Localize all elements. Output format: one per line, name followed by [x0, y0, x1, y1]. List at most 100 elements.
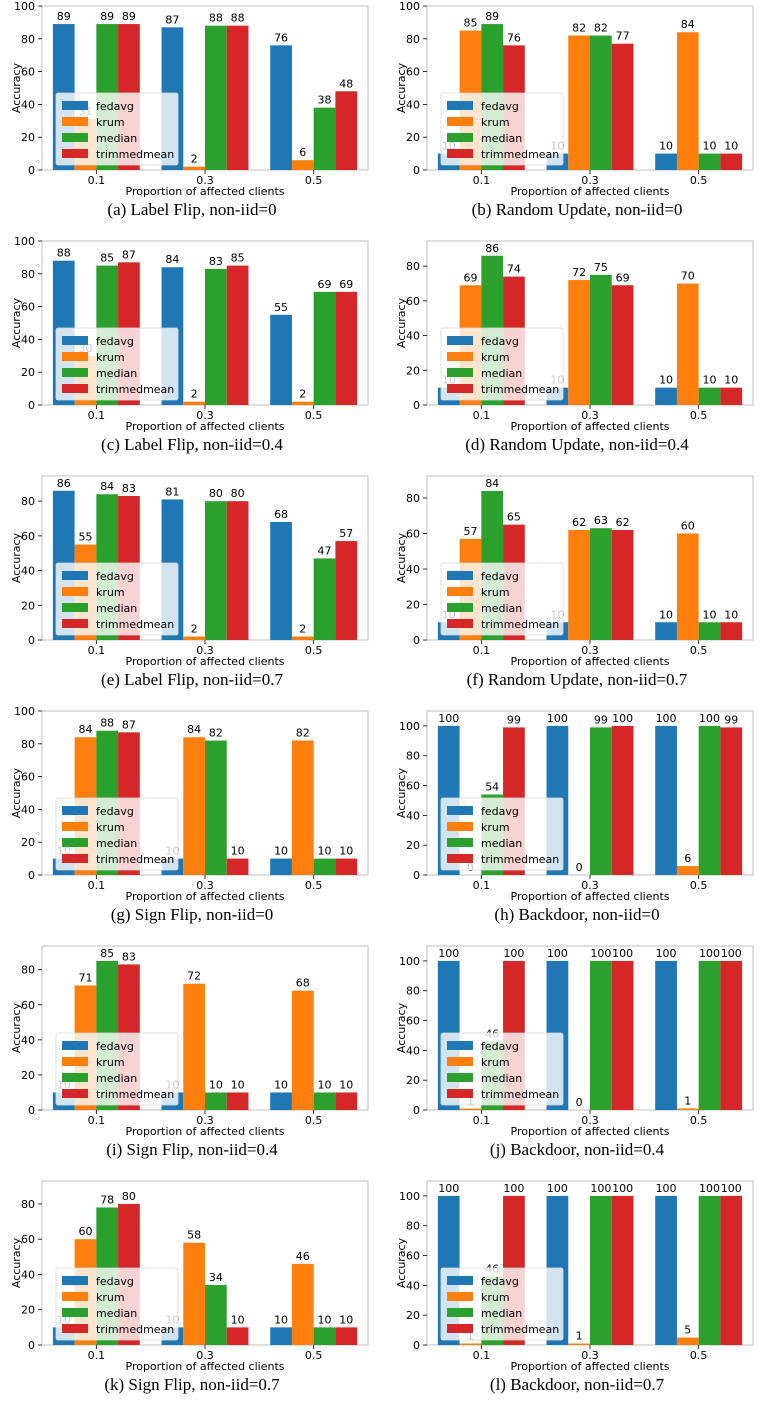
bar-krum [459, 1108, 482, 1110]
y-axis-label: Accuracy [395, 532, 408, 583]
x-tick-label: 0.1 [473, 644, 491, 657]
legend-label: median [481, 132, 522, 145]
legend-label: median [96, 367, 137, 380]
y-tick-label: 100 [14, 0, 35, 13]
bar-value-label: 84 [187, 723, 201, 736]
legend-label: krum [481, 1291, 510, 1304]
x-axis-label: Proportion of affected clients [511, 1125, 670, 1138]
bar-value-label: 38 [318, 94, 332, 107]
bar-krum [183, 636, 205, 640]
bar-trimmedmean [335, 1092, 358, 1110]
x-tick-label: 0.3 [196, 1349, 214, 1362]
panel-caption: (j) Backdoor, non-iid=0.4 [489, 1140, 665, 1159]
bar-median [205, 740, 227, 875]
bar-fedavg [270, 314, 292, 405]
legend-swatch [447, 384, 473, 393]
chart-panel: 020406080100Accuracy89877631268988388988… [0, 0, 384, 234]
bar-value-label: 10 [339, 1078, 353, 1091]
y-tick-label: 20 [406, 1074, 420, 1087]
y-tick-label: 80 [21, 33, 35, 46]
bar-median [698, 387, 721, 405]
bar-median [590, 1195, 612, 1345]
y-tick-label: 20 [406, 131, 420, 144]
bar-value-label: 62 [572, 516, 586, 529]
y-tick-label: 40 [21, 803, 35, 816]
legend: fedavg krum median trimmedmean [440, 1267, 564, 1341]
y-tick-label: 20 [406, 364, 420, 377]
y-axis-label: Accuracy [10, 297, 23, 348]
bar-trimmedmean [720, 960, 743, 1110]
x-tick-label: 0.5 [305, 174, 323, 187]
legend-label: fedavg [481, 1275, 519, 1288]
legend-box [440, 797, 564, 871]
panel-caption: (f) Random Update, non-iid=0.7 [466, 670, 688, 689]
bar-krum [291, 1263, 314, 1345]
legend-label: trimmedmean [481, 1088, 559, 1101]
y-tick-label: 60 [406, 295, 420, 308]
y-tick-label: 40 [21, 98, 35, 111]
legend-box [55, 797, 179, 871]
x-axis-label: Proportion of affected clients [511, 1360, 670, 1373]
y-tick-label: 40 [21, 1268, 35, 1281]
legend-label: krum [481, 586, 510, 599]
legend-swatch [62, 587, 88, 596]
bar-krum [676, 533, 699, 640]
bar-fedavg [270, 858, 292, 875]
legend: fedavg krum median trimmedmean [440, 1032, 564, 1106]
legend-label: trimmedmean [481, 148, 559, 161]
bar-median [313, 1092, 336, 1110]
bar-chart: 020406080Accuracy10101057626084631065621… [395, 475, 754, 668]
legend-box [55, 327, 179, 401]
x-tick-label: 0.3 [196, 644, 214, 657]
x-tick-label: 0.1 [88, 879, 106, 892]
bar-krum [183, 737, 205, 875]
bar-value-label: 100 [656, 947, 677, 960]
bar-fedavg [270, 45, 292, 170]
chart-panel: 020406080Accuracy10101069727086751074691… [385, 235, 769, 469]
y-tick-label: 40 [21, 1034, 35, 1047]
legend-swatch [62, 384, 88, 393]
y-axis-label: Accuracy [10, 1002, 23, 1053]
legend-label: krum [481, 821, 510, 834]
bar-value-label: 70 [681, 270, 695, 283]
bar-trimmedmean [720, 622, 743, 640]
bar-median [590, 960, 612, 1110]
chart-panel: 020406080100Accuracy88845530228583698785… [0, 235, 384, 469]
legend-box [55, 562, 179, 636]
bar-value-label: 57 [339, 527, 353, 540]
x-axis-label: Proportion of affected clients [511, 655, 670, 668]
bar-value-label: 2 [191, 388, 198, 401]
y-tick-label: 100 [14, 235, 35, 248]
bar-value-label: 69 [463, 271, 477, 284]
legend-label: fedavg [96, 1040, 134, 1053]
chart-panel: 020406080100Accuracy10010010000654991009… [385, 705, 769, 939]
y-tick-label: 80 [21, 495, 35, 508]
x-tick-label: 0.5 [690, 174, 708, 187]
bar-median [205, 1285, 227, 1345]
legend-label: fedavg [96, 100, 134, 113]
y-tick-label: 0 [413, 1104, 420, 1117]
legend-swatch [62, 133, 88, 142]
x-tick-label: 0.1 [473, 879, 491, 892]
bar-value-label: 84 [165, 253, 179, 266]
bar-trimmedmean [611, 1195, 634, 1345]
chart-panel: 020406080100Accuracy10010010011546100100… [385, 1175, 769, 1409]
bar-value-label: 10 [724, 140, 738, 153]
bar-value-label: 10 [724, 374, 738, 387]
chart-panel: 0 20 40 60 80 100 Accuracy 10 10 10 84 84 82 88 82 10 87… [0, 705, 384, 939]
bar-value-label: 86 [57, 477, 71, 490]
bar-fedavg [270, 1327, 292, 1345]
chart-panel: 0 20 40 60 80 Accuracy 86 81 68 55 2 2 84 80 47 83 80 57 0… [0, 470, 384, 704]
y-tick-label: 60 [21, 530, 35, 543]
bar-value-label: 10 [231, 845, 245, 858]
y-tick-label: 40 [406, 563, 420, 576]
bar-fedavg [270, 1092, 292, 1110]
legend-label: median [481, 1072, 522, 1085]
legend: fedavg krum median trimmedmean [55, 1032, 179, 1106]
x-tick-label: 0.5 [305, 879, 323, 892]
bar-value-label: 34 [209, 1271, 223, 1284]
bar-krum [676, 1108, 699, 1110]
bar-value-label: 82 [594, 22, 608, 35]
bar-value-label: 58 [187, 1229, 201, 1242]
legend-swatch [62, 619, 88, 628]
